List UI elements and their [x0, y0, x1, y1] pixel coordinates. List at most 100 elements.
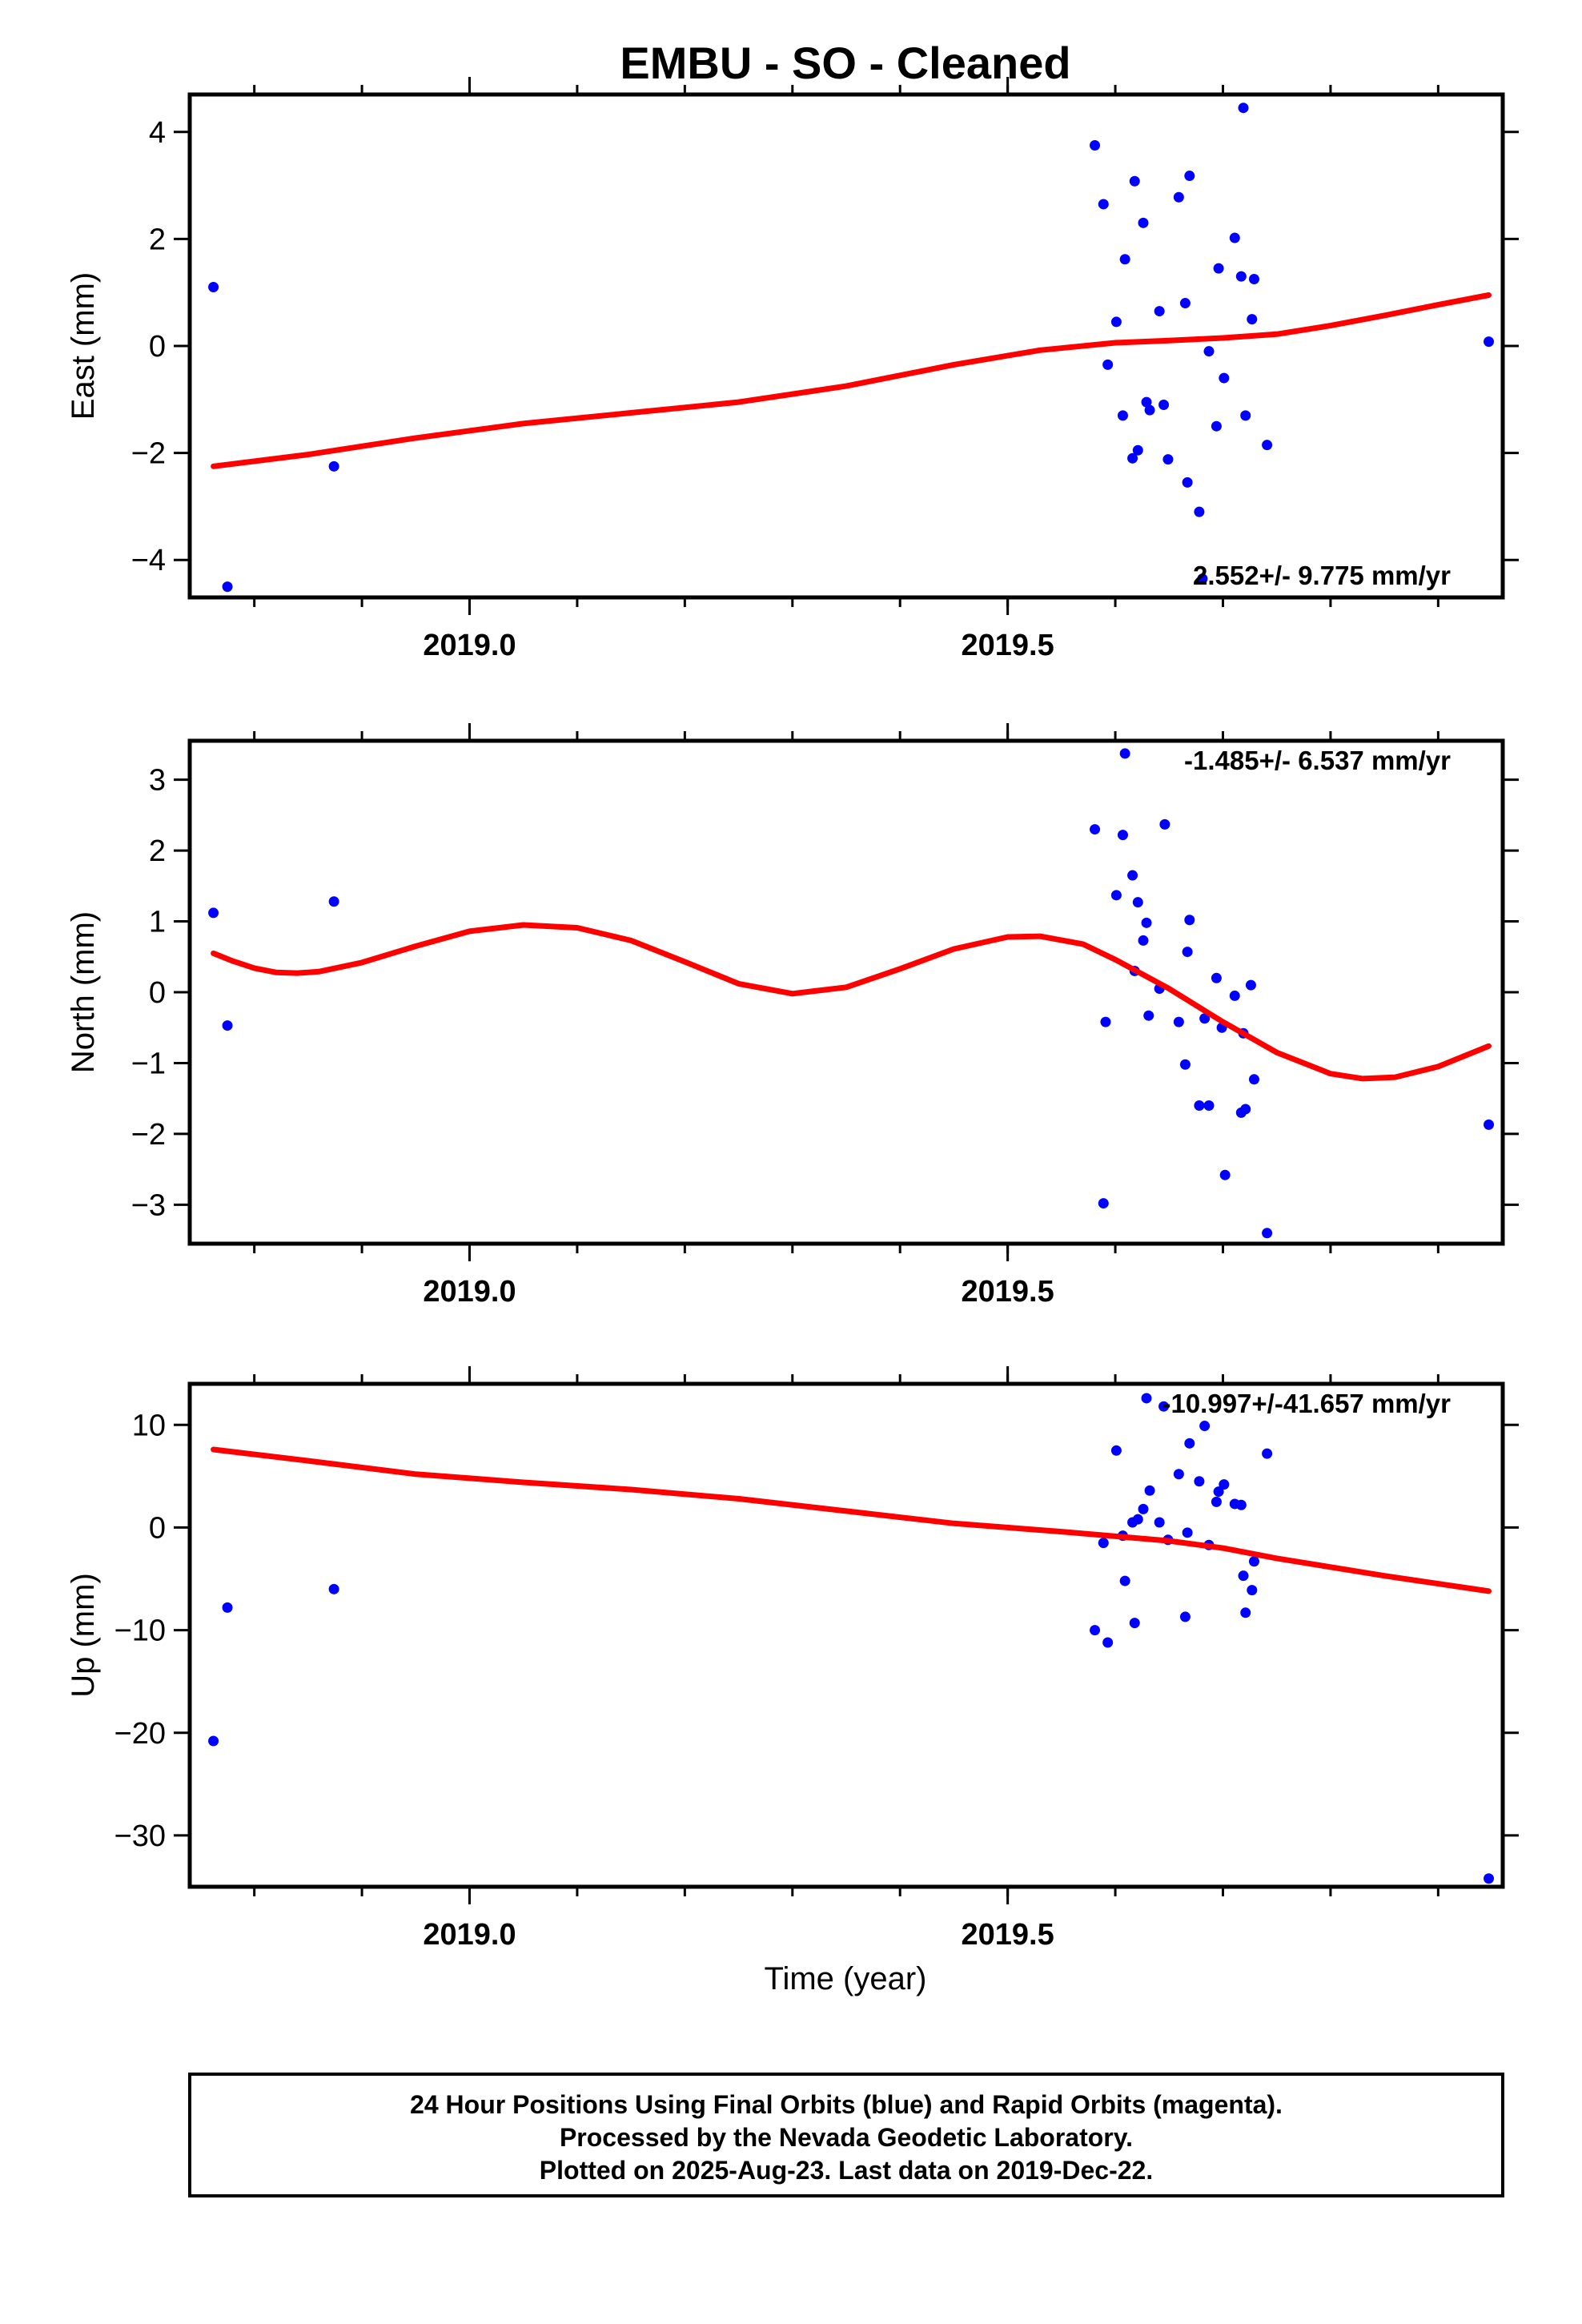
north-panel: 2019.0 2019.5 −3 −2 −1 0 1 2 3 North (mm) -1.485+/… [66, 723, 1519, 1309]
east-data-point [1127, 452, 1138, 464]
east-panel: 2019.0 2019.5 −4 −2 0 2 4 East (mm) 2.552+/- 9.7… [66, 77, 1519, 662]
up-x-tick-label: 2019.5 [962, 1918, 1054, 1952]
east-x-tick-label: 2019.0 [423, 629, 516, 662]
east-data-point [1117, 410, 1128, 421]
north-data-point [1194, 1100, 1205, 1112]
north-data-point [1211, 972, 1222, 983]
up-data-point [328, 1583, 339, 1594]
east-data-point [1132, 444, 1143, 456]
up-velocity-label: -10.997+/-41.657 mm/yr [1162, 1389, 1451, 1418]
east-data-point [1240, 410, 1251, 421]
east-data-point [1129, 175, 1140, 187]
up-data-point [1262, 1448, 1273, 1459]
east-y-axis-label: East (mm) [66, 272, 101, 420]
up-data-point [1129, 1618, 1140, 1629]
up-data-point [1110, 1445, 1122, 1456]
chart-title: EMBU - SO - Cleaned [620, 38, 1070, 88]
east-data-point [1102, 359, 1114, 370]
up-y-tick-label: −20 [114, 1717, 166, 1751]
up-data-point [1132, 1514, 1143, 1525]
up-frame [187, 1381, 1505, 1889]
north-data-point [1090, 824, 1101, 835]
up-data-point [1182, 1527, 1193, 1538]
east-frame [187, 92, 1505, 600]
north-data-point [1182, 947, 1193, 958]
east-y-tick-label: 0 [149, 330, 166, 364]
east-data-point [1119, 254, 1130, 265]
north-data-point [1262, 1228, 1273, 1239]
east-data-point [1238, 103, 1249, 114]
up-data-point [1138, 1503, 1149, 1514]
north-data-point [222, 1020, 233, 1031]
north-data-point [1240, 1104, 1251, 1115]
up-data-point [1173, 1469, 1184, 1480]
footer-line-3: Plotted on 2025-Aug-23. Last data on 201… [540, 2156, 1153, 2185]
north-velocity-label: -1.485+/- 6.537 mm/yr [1184, 746, 1451, 775]
east-data-point [1219, 372, 1230, 384]
up-data-point [222, 1602, 233, 1613]
east-velocity-label: 2.552+/- 9.775 mm/yr [1193, 561, 1451, 590]
footer-box: 24 Hour Positions Using Final Orbits (bl… [188, 2073, 1504, 2197]
up-data-point [1235, 1499, 1247, 1510]
north-x-tick-label: 2019.0 [423, 1275, 516, 1309]
up-data-point [1102, 1637, 1114, 1648]
up-data-point [208, 1735, 219, 1747]
up-y-tick-label: 10 [132, 1409, 166, 1442]
east-data-point [1110, 316, 1122, 328]
up-panel: 2019.0 2019.5 −30 −20 −10 0 10 Up (mm) -10.997+/… [66, 1366, 1519, 1952]
east-data-point [1184, 171, 1195, 182]
east-data-point [208, 282, 219, 293]
east-data-point [1247, 314, 1258, 325]
east-data-point [1213, 263, 1224, 274]
east-data-point [1211, 420, 1222, 432]
east-data-point [1090, 139, 1101, 151]
up-data-point [1240, 1607, 1251, 1618]
footer-line-1: 24 Hour Positions Using Final Orbits (bl… [410, 2090, 1283, 2119]
north-plot-area [208, 748, 1495, 1239]
north-data-point [1110, 890, 1122, 901]
up-y-tick-label: −30 [114, 1819, 166, 1853]
up-data-point [1194, 1476, 1205, 1487]
east-data-point [1144, 404, 1155, 416]
north-x-tick-label: 2019.5 [962, 1275, 1054, 1309]
north-data-point [1184, 915, 1195, 926]
north-frame [187, 738, 1505, 1246]
north-data-point [1229, 990, 1240, 1001]
up-data-point [1199, 1421, 1211, 1432]
north-y-tick-label: −1 [131, 1047, 166, 1080]
north-y-tick-label: 2 [149, 834, 166, 868]
north-data-point [1219, 1169, 1231, 1180]
east-data-point [222, 581, 233, 593]
up-y-tick-label: −10 [114, 1614, 166, 1648]
east-data-point [1179, 298, 1191, 309]
east-y-tick-label: −2 [131, 437, 166, 471]
east-data-point [328, 460, 339, 472]
north-data-point [1179, 1059, 1191, 1070]
east-data-point [1248, 273, 1259, 284]
north-data-point [1127, 870, 1138, 881]
east-data-point [1203, 346, 1215, 357]
north-data-point [1159, 818, 1170, 830]
north-data-point [1248, 1074, 1259, 1085]
east-fit-line [211, 292, 1492, 469]
north-data-point [1132, 897, 1143, 908]
east-data-point [1162, 454, 1174, 465]
north-y-axis-label: North (mm) [66, 911, 101, 1073]
east-data-point [1484, 336, 1495, 348]
north-data-point [208, 907, 219, 919]
north-fit-line [211, 922, 1492, 1082]
up-data-point [1090, 1625, 1101, 1636]
up-data-point [1211, 1496, 1222, 1507]
north-y-tick-label: 1 [149, 906, 166, 939]
north-data-point [328, 896, 339, 907]
x-axis-label: Time (year) [765, 1961, 927, 1996]
east-data-point [1229, 232, 1240, 243]
north-data-point [1138, 935, 1149, 946]
north-y-tick-label: 0 [149, 976, 166, 1010]
north-y-tick-label: −3 [131, 1188, 166, 1222]
east-data-point [1154, 306, 1165, 317]
up-y-tick-label: 0 [149, 1511, 166, 1545]
east-data-point [1262, 440, 1273, 451]
east-y-tick-label: 4 [149, 116, 166, 150]
